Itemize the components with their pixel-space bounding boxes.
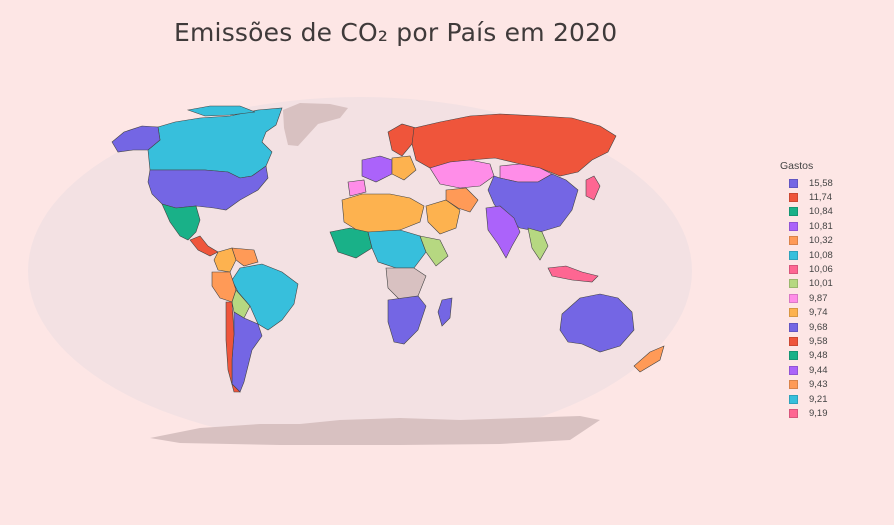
region-north-africa <box>341 193 425 235</box>
legend-swatch <box>789 394 798 404</box>
region-chile <box>225 301 241 393</box>
region-madagascar <box>437 297 453 327</box>
legend-item[interactable]: 9,87 <box>780 291 833 305</box>
region-canada <box>147 107 283 179</box>
legend-swatch <box>789 250 798 260</box>
legend-swatch <box>789 308 798 318</box>
legend-label: 15,58 <box>809 177 833 189</box>
legend-label: 9,44 <box>809 364 828 376</box>
region-mexico <box>161 203 201 241</box>
region-greenland <box>283 103 348 146</box>
legend-label: 9,58 <box>809 335 828 347</box>
region-indonesia <box>547 265 599 283</box>
region-alaska <box>111 125 161 153</box>
region-antarctica <box>150 416 600 445</box>
region-united-states <box>147 165 269 211</box>
legend-swatch <box>789 193 798 203</box>
legend-swatch <box>789 279 798 289</box>
legend-label: 10,32 <box>809 235 833 247</box>
legend-item[interactable]: 9,74 <box>780 306 833 320</box>
legend-label: 9,87 <box>809 292 828 304</box>
legend-label: 9,19 <box>809 407 828 419</box>
legend-swatch <box>789 265 798 275</box>
legend-items: 15,58 11,74 10,84 10,81 10,32 10,08 10,06 10,01… <box>780 176 833 421</box>
region-canada-islands <box>186 105 256 117</box>
region-southern-africa <box>387 295 427 345</box>
legend-label: 10,01 <box>809 278 833 290</box>
region-brazil <box>231 263 299 331</box>
legend-item[interactable]: 10,32 <box>780 234 833 248</box>
region-iran <box>445 187 479 213</box>
legend-label: 9,21 <box>809 393 828 405</box>
region-japan <box>585 175 601 201</box>
legend-item[interactable]: 9,19 <box>780 406 833 420</box>
region-central-europe <box>391 155 417 181</box>
legend-item[interactable]: 9,43 <box>780 377 833 391</box>
legend-swatch <box>789 293 798 303</box>
legend-swatch <box>789 236 798 246</box>
legend-swatch <box>789 322 798 332</box>
region-southeast-asia <box>527 227 549 261</box>
map-title: Emissões de CO₂ por País em 2020 <box>174 18 618 47</box>
region-venezuela <box>231 247 259 267</box>
legend-swatch <box>789 351 798 361</box>
legend-item[interactable]: 9,58 <box>780 334 833 348</box>
legend-swatch <box>789 380 798 390</box>
legend-label: 9,48 <box>809 350 828 362</box>
map-layer <box>28 97 692 445</box>
legend-item[interactable]: 10,06 <box>780 262 833 276</box>
legend-title: Gastos <box>780 160 814 172</box>
legend-item[interactable]: 10,08 <box>780 248 833 262</box>
legend-item[interactable]: 9,68 <box>780 320 833 334</box>
region-australia <box>559 293 635 353</box>
legend-item[interactable]: 15,58 <box>780 176 833 190</box>
legend-item[interactable]: 9,44 <box>780 363 833 377</box>
legend-label: 10,84 <box>809 206 833 218</box>
legend-label: 9,68 <box>809 321 828 333</box>
legend-label: 9,43 <box>809 379 828 391</box>
legend: Gastos 15,58 11,74 10,84 10,81 10,32 10,08 10,… <box>780 160 833 421</box>
legend-item[interactable]: 9,21 <box>780 392 833 406</box>
region-east-africa <box>419 235 449 267</box>
legend-item[interactable]: 11,74 <box>780 190 833 204</box>
legend-item[interactable]: 10,84 <box>780 205 833 219</box>
region-iberia <box>347 179 367 197</box>
legend-swatch <box>789 336 798 346</box>
legend-label: 10,06 <box>809 264 833 276</box>
region-new-zealand <box>633 345 665 373</box>
legend-swatch <box>789 178 798 188</box>
legend-swatch <box>789 221 798 231</box>
legend-swatch <box>789 207 798 217</box>
legend-item[interactable]: 9,48 <box>780 349 833 363</box>
legend-label: 10,81 <box>809 220 833 232</box>
legend-label: 9,74 <box>809 307 828 319</box>
legend-item[interactable]: 10,81 <box>780 219 833 233</box>
legend-label: 11,74 <box>809 192 833 204</box>
region-india <box>485 205 521 259</box>
legend-item[interactable]: 10,01 <box>780 277 833 291</box>
legend-swatch <box>789 365 798 375</box>
legend-label: 10,08 <box>809 249 833 261</box>
legend-swatch <box>789 408 798 418</box>
